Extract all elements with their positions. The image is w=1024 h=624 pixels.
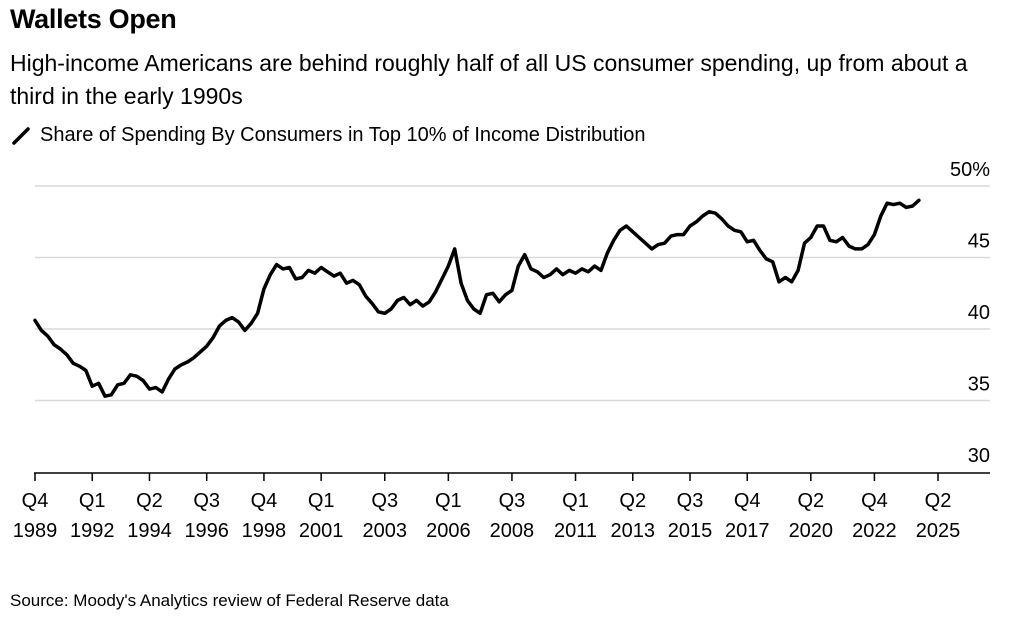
x-tick-year-label: 2017 [725, 520, 770, 542]
x-tick-year-label: 1996 [184, 520, 229, 542]
chart-subtitle: High-income Americans are behind roughly… [10, 50, 968, 109]
y-axis-labels: 50% 45 40 35 30 [950, 159, 990, 467]
x-tick-year-label: 2022 [852, 520, 897, 542]
x-tick-quarter-label: Q4 [861, 490, 888, 512]
x-tick-year-label: 2008 [490, 520, 535, 542]
x-tick-quarter-label: Q3 [193, 490, 220, 512]
x-tick-year-label: 1994 [127, 520, 172, 542]
source-note: Source: Moody's Analytics review of Fede… [10, 591, 449, 610]
x-tick-quarter-label: Q2 [925, 490, 952, 512]
x-tick-quarter-label: Q3 [677, 490, 704, 512]
x-tick-quarter-label: Q4 [251, 490, 278, 512]
x-tick-year-label: 2013 [611, 520, 656, 542]
x-tick-year-label: 2003 [363, 520, 408, 542]
x-tick-year-label: 2006 [426, 520, 471, 542]
x-tick-quarter-label: Q3 [371, 490, 398, 512]
series-layer [33, 198, 921, 398]
y-tick-label: 30 [968, 445, 990, 467]
legend: Share of Spending By Consumers in Top 10… [10, 124, 646, 147]
x-tick-year-label: 1998 [242, 520, 287, 542]
x-tick-year-label: 2001 [299, 520, 344, 542]
x-tick-year-label: 2015 [668, 520, 713, 542]
x-tick-quarter-label: Q4 [22, 490, 49, 512]
x-tick-quarter-label: Q3 [499, 490, 526, 512]
y-tick-label: 50% [950, 159, 990, 181]
y-tick-label: 40 [968, 302, 990, 324]
y-tick-label: 45 [968, 231, 990, 253]
legend-label: Share of Spending By Consumers in Top 10… [40, 124, 646, 146]
chart-title: Wallets Open [10, 4, 177, 34]
x-tick-quarter-label: Q1 [79, 490, 106, 512]
x-tick-quarter-label: Q1 [308, 490, 335, 512]
x-tick-quarter-label: Q2 [797, 490, 824, 512]
gridlines [35, 185, 990, 402]
x-tick-year-label: 2025 [916, 520, 961, 542]
x-tick-year-label: 2020 [789, 520, 834, 542]
x-tick-quarter-label: Q2 [136, 490, 163, 512]
x-tick-quarter-label: Q1 [435, 490, 462, 512]
x-axis-ticks [34, 473, 939, 481]
x-tick-quarter-label: Q1 [562, 490, 589, 512]
x-tick-quarter-label: Q2 [619, 490, 646, 512]
x-tick-year-label: 2011 [554, 520, 597, 542]
y-tick-label: 35 [968, 374, 990, 396]
x-tick-year-label: 1992 [70, 520, 115, 542]
x-tick-quarter-label: Q4 [734, 490, 761, 512]
x-axis-labels: Q4 1989 Q1 1992 Q2 1994 Q3 1996 Q4 1998 Q1 2001 Q3 20… [13, 490, 961, 542]
legend-line-icon [12, 126, 30, 145]
x-tick-year-label: 1989 [13, 520, 58, 542]
series-line-top10-share [33, 198, 921, 398]
